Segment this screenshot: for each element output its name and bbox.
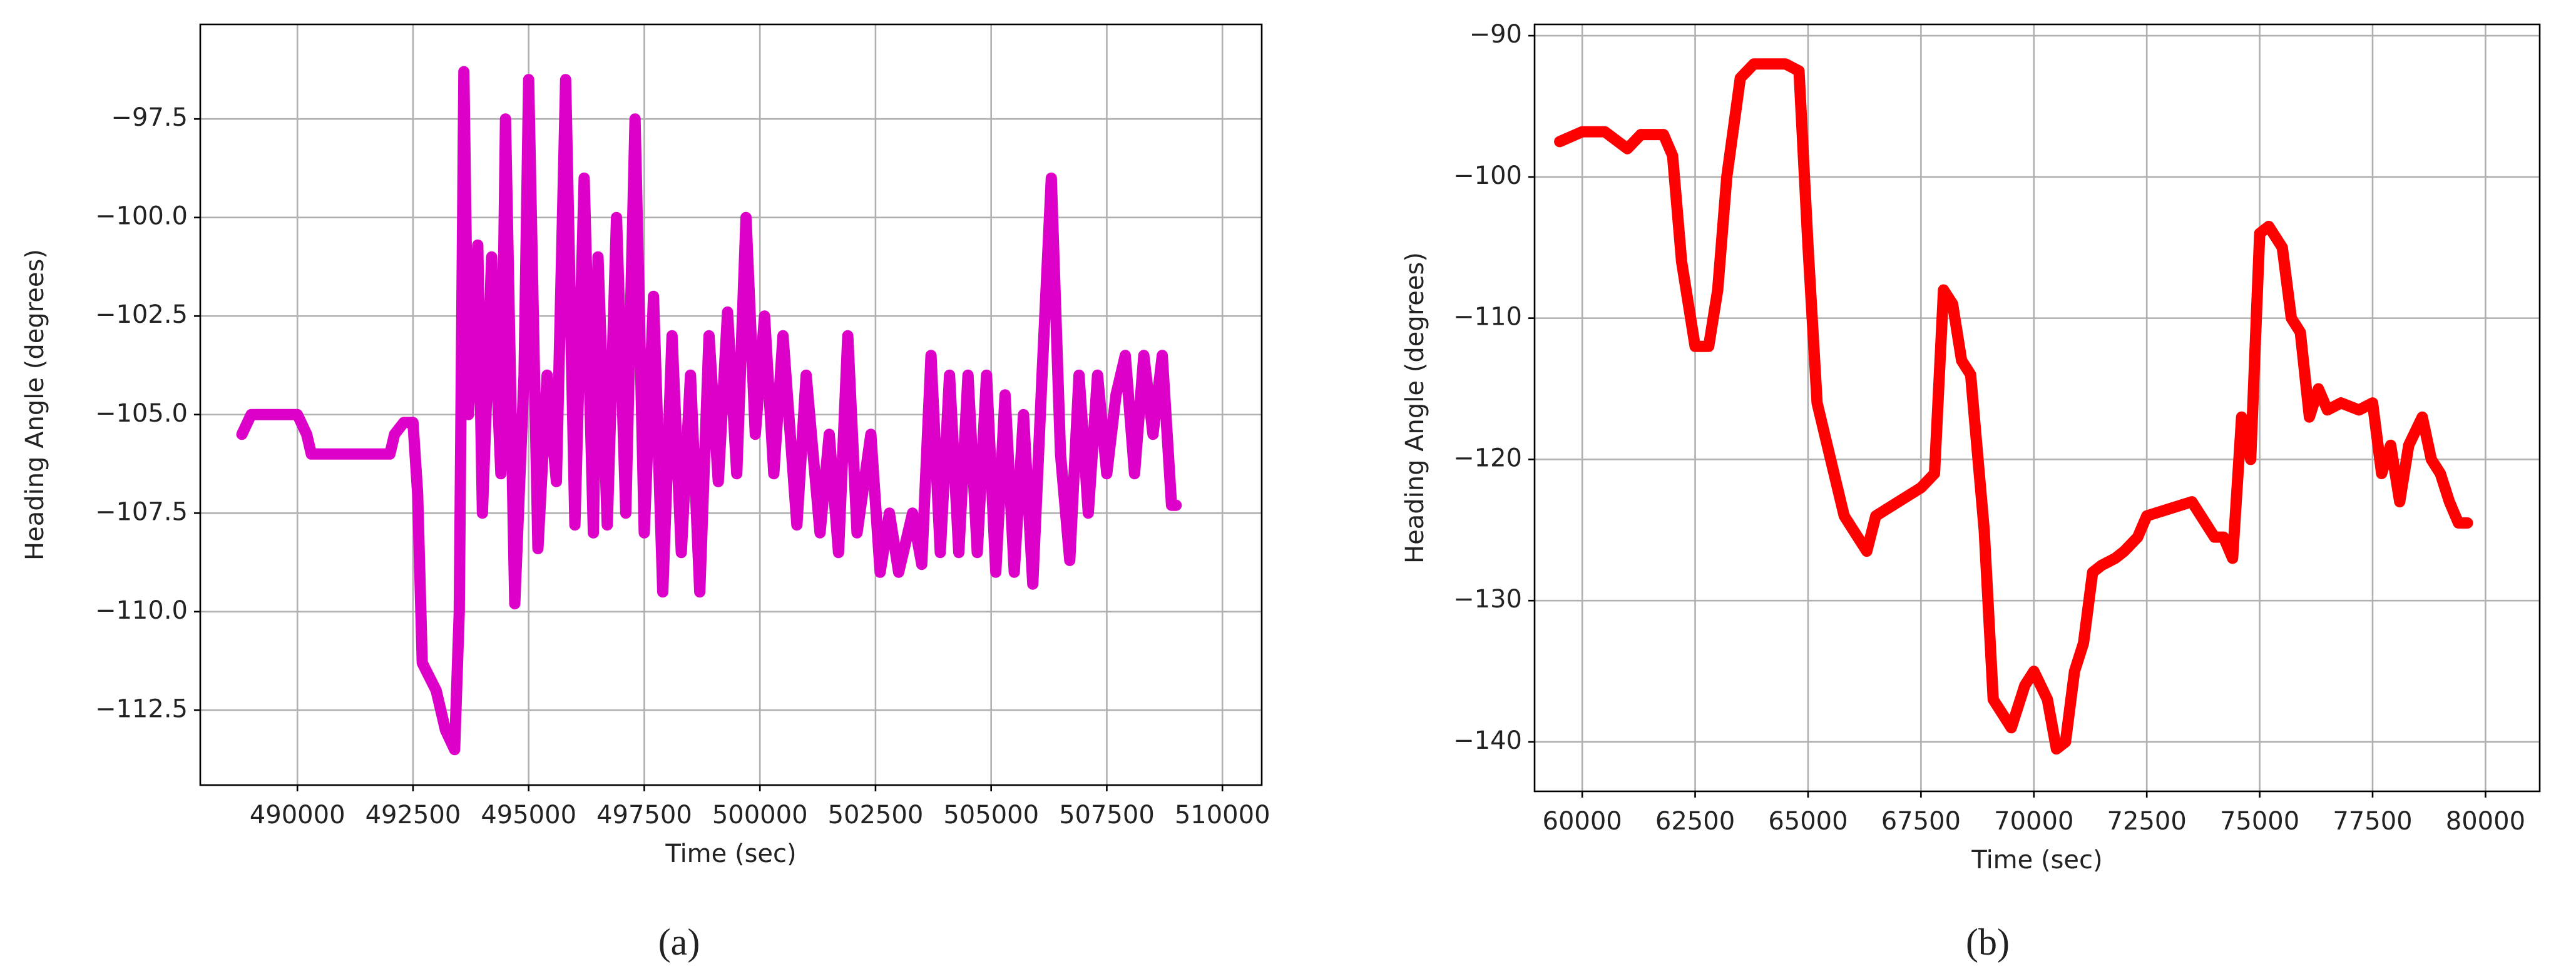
data-line xyxy=(236,66,1182,756)
y-axis-label: Heading Angle (degrees) xyxy=(1401,252,1429,564)
y-tick-label: −97.5 xyxy=(111,103,188,132)
x-tick-label: 60000 xyxy=(1543,807,1622,836)
x-tick-label: 497500 xyxy=(596,801,692,829)
x-tick-label: 75000 xyxy=(2220,807,2299,836)
y-tick-label: −100 xyxy=(1453,161,1522,190)
x-tick-label: 492500 xyxy=(365,801,461,829)
x-tick-label: 490000 xyxy=(250,801,345,829)
y-tick-label: −140 xyxy=(1453,726,1522,755)
y-axis-label: Heading Angle (degrees) xyxy=(21,249,49,561)
x-axis-label: Time (sec) xyxy=(665,840,796,868)
x-tick-label: 67500 xyxy=(1881,807,1961,836)
x-tick-label: 80000 xyxy=(2446,807,2525,836)
x-tick-label: 510000 xyxy=(1175,801,1270,829)
y-tick-label: −90 xyxy=(1469,20,1522,49)
plot-frame xyxy=(199,23,1263,786)
caption: (b) xyxy=(1966,921,2010,963)
x-tick-label: 495000 xyxy=(481,801,576,829)
x-axis-label: Time (sec) xyxy=(1971,846,2102,875)
x-tick-label: 72500 xyxy=(2107,807,2187,836)
y-tick-label: −110.0 xyxy=(95,596,188,625)
x-tick-label: 507500 xyxy=(1059,801,1155,829)
x-tick-label: 70000 xyxy=(1994,807,2073,836)
data-line xyxy=(1554,58,2473,755)
x-tick-label: 62500 xyxy=(1655,807,1735,836)
y-tick-label: −112.5 xyxy=(95,694,188,723)
chart: 490000 492500 495000 497500 500000 502500 5050… xyxy=(21,23,1270,963)
plot-frame xyxy=(1533,23,2541,793)
y-tick-label: −107.5 xyxy=(95,497,188,526)
y-tick-label: −110 xyxy=(1453,303,1522,332)
y-tick-label: −120 xyxy=(1453,444,1522,472)
x-tick-label: 500000 xyxy=(712,801,808,829)
caption: (a) xyxy=(658,921,700,963)
y-tick-label: −102.5 xyxy=(95,300,188,329)
y-tick-label: −130 xyxy=(1453,585,1522,614)
y-tick-label: −100.0 xyxy=(95,202,188,231)
y-tick-label: −105.0 xyxy=(95,399,188,428)
chart: 60000 62500 65000 67500 70000 72500 75000 77500… xyxy=(1401,20,2541,963)
x-tick-label: 77500 xyxy=(2333,807,2412,836)
x-tick-label: 65000 xyxy=(1768,807,1848,836)
x-tick-label: 505000 xyxy=(943,801,1039,829)
x-tick-label: 502500 xyxy=(828,801,924,829)
